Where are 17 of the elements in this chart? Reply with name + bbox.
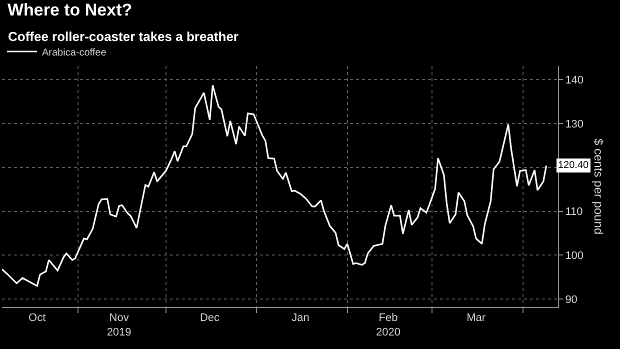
line-series [2, 84, 548, 287]
chart-subtitle: Coffee roller-coaster takes a breather [8, 29, 238, 44]
x-tick-label: Jan [292, 312, 310, 324]
chart-title: Where to Next? [7, 0, 132, 20]
y-tick-label: 100 [565, 250, 584, 262]
y-tick-label: 110 [565, 206, 583, 218]
x-tick-label: Dec [200, 312, 220, 324]
x-tick-label: Mar [466, 312, 486, 324]
y-tick-label: 130 [565, 118, 584, 130]
y-tick-label: 90 [565, 294, 578, 306]
x-tick-label: Nov 2019 [106, 312, 132, 338]
y-axis-title: $ cents per pound [592, 138, 606, 235]
x-tick-label: Oct [28, 312, 46, 324]
annotation: 120.40 [558, 160, 590, 171]
x-tick-label: Feb 2020 [376, 312, 401, 338]
legend-label: Arabica-coffee [42, 47, 107, 58]
y-tick-label: 140 [565, 74, 584, 86]
